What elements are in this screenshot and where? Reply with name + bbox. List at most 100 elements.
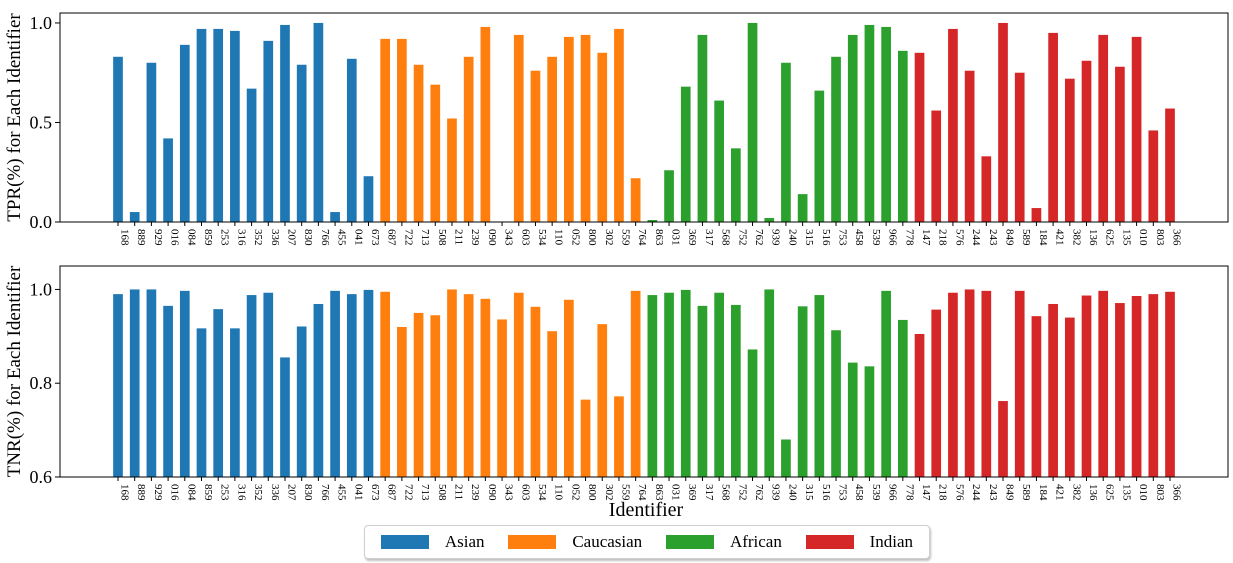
tpr-xtick-label: 800 (586, 229, 598, 246)
tpr-xtick-label: 421 (1054, 229, 1066, 246)
legend: Asian Caucasian African Indian (364, 525, 930, 559)
tnr-bar-764 (630, 290, 641, 477)
tpr-xtick-label: 239 (469, 229, 481, 246)
tnr-xtick-label: 966 (887, 484, 899, 501)
tpr-xtick-label: 753 (837, 229, 849, 246)
tpr-bar-090 (480, 26, 491, 223)
tnr-xtick-label: 317 (703, 484, 715, 501)
tnr-xtick-label: 352 (252, 484, 264, 501)
tpr-xtick-label: 589 (1020, 229, 1032, 246)
tnr-xtick-label: 136 (1087, 484, 1099, 501)
tnr-xtick-label: 929 (152, 484, 164, 501)
tpr-xtick-label: 889 (135, 229, 147, 246)
tnr-xtick-label: 211 (452, 484, 464, 500)
tpr-xtick-label: 084 (185, 229, 197, 246)
tpr-bar-239 (463, 56, 474, 222)
legend-item-asian: Asian (380, 532, 485, 552)
legend-item-caucasian: Caucasian (508, 532, 642, 552)
tnr-xtick-label: 244 (970, 484, 982, 501)
tnr-xtick-label: 168 (119, 484, 131, 501)
tpr-ytick-label: 0.5 (30, 112, 53, 132)
tnr-bar-369 (680, 289, 691, 477)
tnr-bar-849 (998, 401, 1008, 477)
legend-swatch-indian (805, 535, 854, 549)
tnr-xtick-label: 830 (302, 484, 314, 501)
tnr-xtick-label: 687 (386, 484, 398, 501)
tnr-bar-762 (747, 349, 758, 477)
tpr-bar-889 (129, 212, 140, 222)
tnr-xtick-label: 458 (853, 484, 865, 501)
tpr-xtick-label: 207 (285, 229, 297, 246)
tnr-xtick-label: 031 (670, 484, 682, 501)
tnr-xtick-label: 800 (586, 484, 598, 501)
tpr-bar-041 (346, 58, 357, 222)
tnr-bar-218 (931, 309, 942, 477)
tpr-bar-110 (547, 56, 558, 222)
tpr-xtick-label: 343 (503, 229, 515, 246)
tnr-bar-135 (1115, 303, 1125, 477)
tpr-xtick-label: 090 (486, 229, 498, 246)
tpr-bar-625 (1098, 34, 1109, 223)
tpr-xtick-label: 687 (386, 229, 398, 246)
tpr-xtick-label: 218 (937, 229, 949, 246)
tpr-bar-253 (213, 28, 224, 223)
tpr-bar-315 (797, 194, 808, 222)
tpr-bar-218 (931, 110, 942, 222)
tpr-bar-508 (430, 84, 441, 222)
tnr-xtick-label: 589 (1020, 484, 1032, 501)
tnr-xtick-label: 110 (553, 484, 565, 501)
tnr-bar-031 (664, 292, 674, 477)
tnr-xtick-label: 184 (1037, 484, 1049, 501)
tpr-bar-211 (447, 118, 457, 222)
tpr-bar-016 (163, 138, 173, 222)
tpr-ytick-label: 0.0 (30, 212, 53, 232)
tpr-bar-147 (914, 52, 925, 223)
tnr-bar-508 (430, 315, 441, 477)
tnr-bar-803 (1148, 294, 1159, 477)
tnr-xtick-label: 778 (903, 484, 915, 501)
tnr-bar-889 (129, 289, 140, 477)
tnr-bar-168 (113, 294, 123, 477)
tpr-xtick-label: 455 (336, 229, 348, 246)
tnr-bar-016 (163, 305, 173, 477)
tnr-bar-315 (797, 306, 808, 477)
tnr-bar-207 (280, 357, 290, 477)
tnr-xtick-label: 207 (285, 484, 297, 501)
tpr-bar-762 (747, 22, 758, 223)
tnr-xtick-label: 568 (720, 484, 732, 501)
tpr-bar-010 (1131, 36, 1142, 222)
tnr-y-axis-label: TNR(%) for Each Identifier (4, 265, 25, 477)
tnr-xtick-label: 455 (336, 484, 348, 501)
tnr-bar-753 (831, 330, 841, 477)
tnr-bar-243 (981, 290, 992, 477)
tnr-bar-366 (1165, 291, 1175, 477)
tpr-bar-539 (864, 24, 875, 222)
tnr-bar-041 (346, 294, 357, 477)
tpr-bar-800 (580, 34, 591, 223)
tnr-bar-343 (497, 319, 507, 477)
tpr-xtick-label: 722 (402, 229, 414, 246)
tnr-xtick-label: 673 (369, 484, 381, 501)
tpr-bar-673 (363, 176, 374, 222)
tnr-bar-244 (964, 289, 975, 477)
tpr-xtick-label: 168 (119, 229, 131, 246)
tnr-xtick-label: 539 (870, 484, 882, 501)
tpr-xtick-label: 939 (770, 229, 782, 246)
tpr-xtick-label: 315 (803, 229, 815, 246)
tpr-panel: 0.0 0.5 1.0 168 889 929 016 084 859 253 316 352 336 2… (4, 12, 1229, 246)
tpr-xtick-label: 041 (352, 229, 364, 246)
tnr-xtick-label: 713 (419, 484, 431, 501)
tnr-bar-211 (447, 289, 457, 477)
tnr-bar-455 (330, 290, 340, 477)
legend-label-indian: Indian (869, 532, 914, 551)
tpr-xtick-label: 766 (319, 229, 331, 246)
tpr-bar-421 (1048, 32, 1058, 223)
tpr-xtick-label: 762 (753, 229, 765, 246)
tpr-bar-336 (263, 40, 274, 223)
tpr-xtick-label: 603 (519, 229, 531, 246)
tpr-xtick-label: 859 (202, 229, 214, 246)
tnr-xtick-label: 859 (202, 484, 214, 501)
tpr-xtick-label: 673 (369, 229, 381, 246)
tnr-bar-458 (847, 362, 858, 477)
